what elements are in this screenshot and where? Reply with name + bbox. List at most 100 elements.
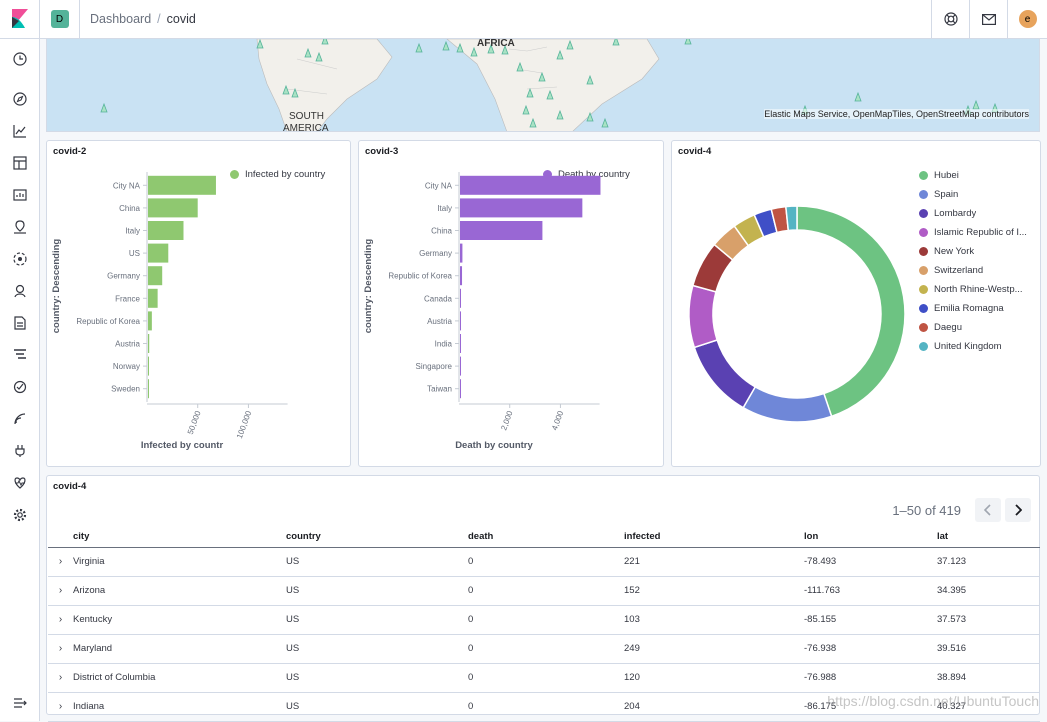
- category-tick-label: US: [129, 249, 140, 258]
- bar: [148, 289, 158, 308]
- infrastructure-icon[interactable]: [11, 282, 29, 300]
- space-selector[interactable]: D: [40, 0, 80, 39]
- apm-icon[interactable]: [11, 346, 29, 364]
- legend-label: Spain: [934, 189, 958, 200]
- category-tick-label: Austria: [427, 317, 452, 326]
- legend-label: Switzerland: [934, 265, 983, 276]
- category-tick-label: Sweden: [111, 385, 140, 394]
- column-header-lat[interactable]: lat: [937, 526, 1040, 547]
- visualize-chart-icon[interactable]: [11, 122, 29, 140]
- maps-icon[interactable]: [11, 218, 29, 236]
- cell-city: Indiana: [73, 692, 286, 721]
- recently-viewed-icon[interactable]: [11, 50, 29, 68]
- panel-title: covid-4: [53, 481, 86, 492]
- expand-row-icon[interactable]: ›: [48, 576, 73, 605]
- ml-icon[interactable]: [11, 250, 29, 268]
- previous-page-button[interactable]: [975, 498, 1001, 522]
- space-badge: D: [51, 10, 69, 28]
- user-menu-button[interactable]: e: [1007, 0, 1047, 39]
- monitoring-icon[interactable]: [11, 474, 29, 492]
- x-tick-label: 2,000: [499, 409, 514, 431]
- column-header-death[interactable]: death: [468, 526, 624, 547]
- legend-item[interactable]: Emilia Romagna: [919, 299, 1039, 318]
- column-header-city[interactable]: city: [73, 526, 286, 547]
- bar: [460, 334, 461, 353]
- cell-infected: 221: [624, 547, 804, 576]
- mail-icon: [982, 14, 996, 25]
- bar: [148, 176, 216, 195]
- expand-row-icon[interactable]: ›: [48, 692, 73, 721]
- cell-death: 0: [468, 663, 624, 692]
- legend-item[interactable]: Islamic Republic of I...: [919, 223, 1039, 242]
- cell-infected: 152: [624, 576, 804, 605]
- management-gear-icon[interactable]: [11, 506, 29, 524]
- category-tick-label: Singapore: [416, 362, 453, 371]
- dev-tools-icon[interactable]: [11, 442, 29, 460]
- chevron-left-icon: [984, 504, 992, 516]
- logs-icon[interactable]: [11, 314, 29, 332]
- kibana-logo[interactable]: [0, 0, 40, 39]
- category-tick-label: France: [115, 294, 140, 303]
- dashboard-icon[interactable]: [11, 154, 29, 172]
- category-tick-label: Italy: [125, 227, 140, 236]
- help-button[interactable]: [931, 0, 969, 39]
- cell-country: US: [286, 605, 468, 634]
- newsfeed-button[interactable]: [969, 0, 1007, 39]
- column-header-lon[interactable]: lon: [804, 526, 937, 547]
- bar: [460, 244, 462, 263]
- side-nav: [0, 39, 40, 721]
- legend-item[interactable]: United Kingdom: [919, 337, 1039, 356]
- x-axis-title: Infected by countr: [141, 440, 224, 451]
- legend-item[interactable]: Daegu: [919, 318, 1039, 337]
- category-tick-label: Canada: [424, 294, 453, 303]
- expand-row-icon[interactable]: ›: [48, 634, 73, 663]
- breadcrumb: Dashboard / covid: [90, 12, 196, 26]
- map-label-america: AMERICA: [283, 123, 329, 132]
- cell-infected: 249: [624, 634, 804, 663]
- legend-label: United Kingdom: [934, 341, 1002, 352]
- cell-city: Arizona: [73, 576, 286, 605]
- expand-column-header: [48, 526, 73, 547]
- expand-row-icon[interactable]: ›: [48, 663, 73, 692]
- bar: [460, 221, 542, 240]
- next-page-button[interactable]: [1005, 498, 1031, 522]
- discover-compass-icon[interactable]: [11, 90, 29, 108]
- y-axis-title: country: Descending: [51, 239, 62, 334]
- legend-item[interactable]: New York: [919, 242, 1039, 261]
- siem-icon[interactable]: [11, 410, 29, 428]
- donut-slice: [743, 387, 831, 422]
- x-tick-label: 100,000: [235, 409, 254, 440]
- chevron-right-icon: [1014, 504, 1022, 516]
- bar: [148, 244, 168, 263]
- column-header-country[interactable]: country: [286, 526, 468, 547]
- expand-row-icon[interactable]: ›: [48, 547, 73, 576]
- map-attribution[interactable]: Elastic Maps Service, OpenMapTiles, Open…: [764, 109, 1029, 119]
- legend-item[interactable]: Switzerland: [919, 261, 1039, 280]
- bar: [148, 198, 198, 217]
- legend-item[interactable]: Hubei: [919, 166, 1039, 185]
- cell-lat: 38.894: [937, 663, 1040, 692]
- category-tick-label: Italy: [437, 204, 452, 213]
- column-header-infected[interactable]: infected: [624, 526, 804, 547]
- legend-item[interactable]: North Rhine-Westp...: [919, 280, 1039, 299]
- canvas-icon[interactable]: [11, 186, 29, 204]
- collapse-nav-icon[interactable]: [11, 694, 29, 712]
- expand-row-icon[interactable]: ›: [48, 605, 73, 634]
- legend-label: Islamic Republic of I...: [934, 227, 1027, 238]
- legend-item[interactable]: Spain: [919, 185, 1039, 204]
- uptime-icon[interactable]: [11, 378, 29, 396]
- map-panel[interactable]: AFRICA SOUTH AMERICA Elastic Maps Servic…: [46, 39, 1040, 132]
- legend-color-dot: [919, 342, 928, 351]
- map-label-africa: AFRICA: [477, 39, 515, 49]
- legend-item[interactable]: Lombardy: [919, 204, 1039, 223]
- breadcrumb-separator: /: [157, 12, 160, 26]
- cell-death: 0: [468, 605, 624, 634]
- bar: [148, 221, 184, 240]
- cell-lon: -85.155: [804, 605, 937, 634]
- donut-slice: [786, 206, 797, 230]
- breadcrumb-dashboard[interactable]: Dashboard: [90, 12, 151, 26]
